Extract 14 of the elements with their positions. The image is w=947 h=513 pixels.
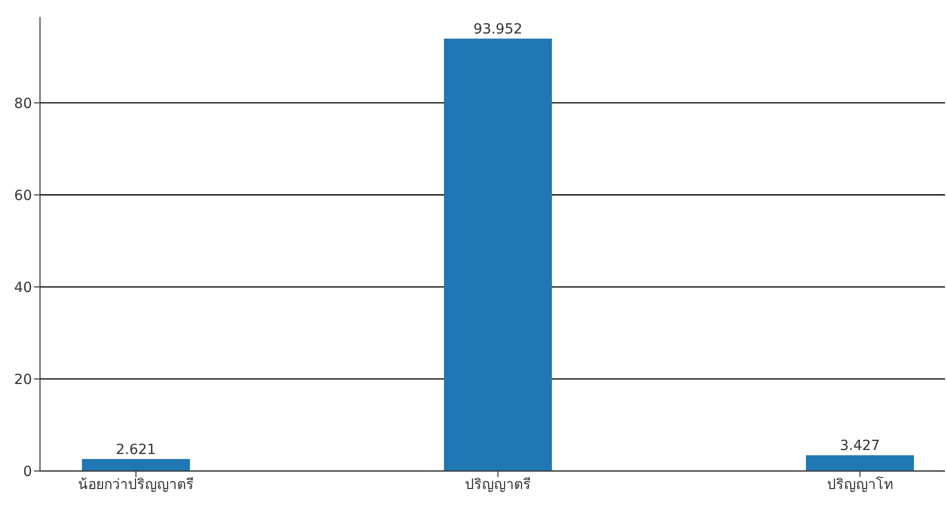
bar	[82, 458, 190, 471]
x-tick-label: ปริญญาตรี	[464, 476, 531, 493]
data-label: 93.952	[473, 22, 522, 38]
x-tick-label: ปริญญาโท	[826, 476, 893, 493]
y-tick-label: 20	[14, 372, 32, 388]
bar	[806, 455, 914, 471]
data-label: 3.427	[840, 438, 880, 454]
y-tick-label: 60	[14, 188, 32, 204]
x-tick-label: น้อยกว่าปริญญาตรี	[78, 476, 194, 493]
y-tick-label: 0	[23, 464, 32, 480]
y-tick-label: 40	[14, 280, 32, 296]
bar	[444, 38, 552, 471]
y-tick-label: 80	[14, 96, 32, 112]
data-label: 2.621	[116, 442, 156, 458]
